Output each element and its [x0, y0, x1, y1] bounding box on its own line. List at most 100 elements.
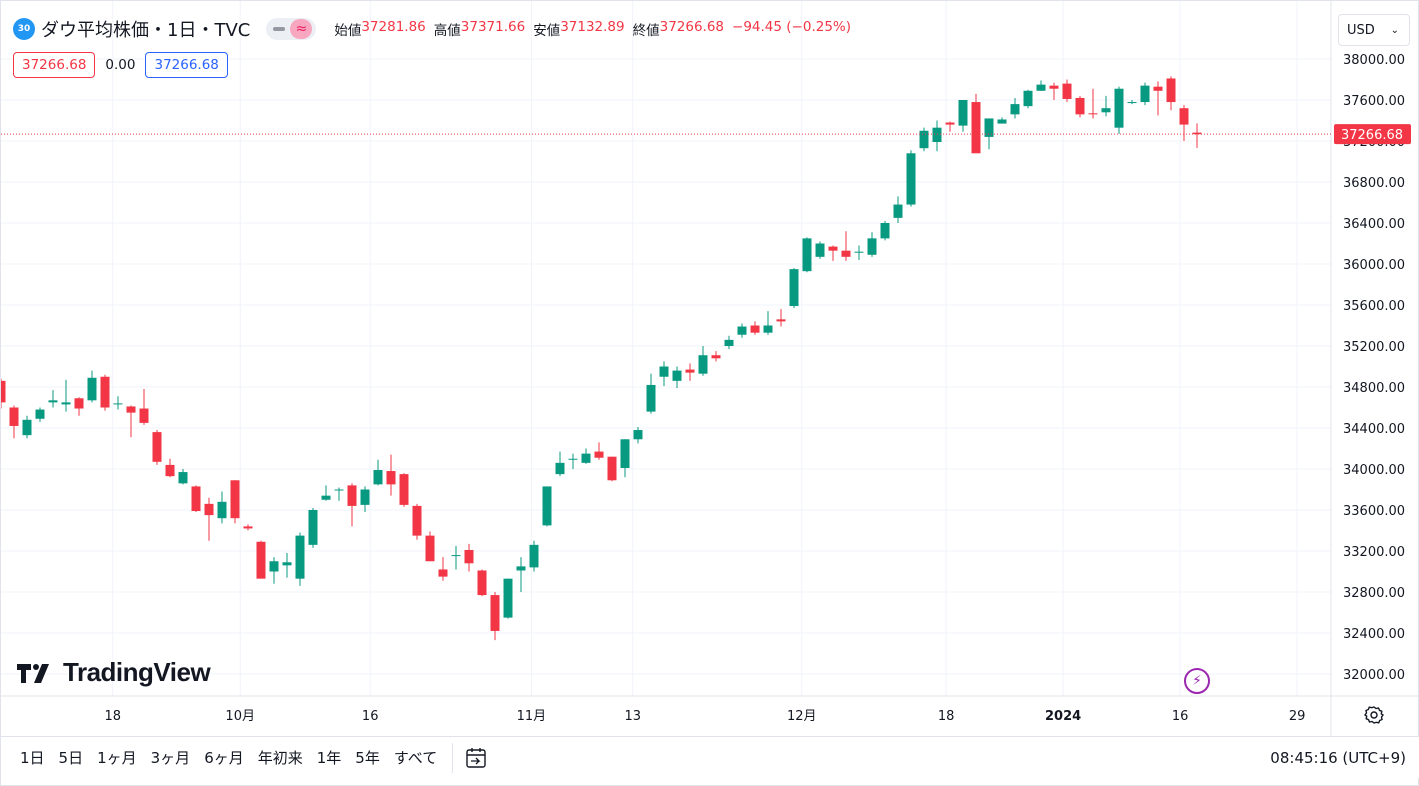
candle-body: [126, 406, 136, 413]
candle-body: [633, 430, 643, 440]
x-tick-label: 12月: [787, 709, 817, 724]
candle-body: [178, 472, 188, 484]
candle-body: [100, 376, 110, 408]
open-value: 37281.86: [361, 19, 426, 35]
candle-body: [230, 480, 240, 519]
candle-body: [945, 122, 955, 125]
y-tick-label: 34800.00: [1343, 381, 1405, 396]
low-label: 安値: [533, 23, 561, 39]
candle-body: [1140, 85, 1150, 103]
close-value: 37266.68: [659, 19, 725, 35]
y-tick-label: 33600.00: [1343, 504, 1405, 519]
candle-body: [1, 380, 6, 403]
chevron-down-icon: ⌄: [1390, 24, 1399, 36]
candle-body: [984, 118, 994, 137]
candle-body: [997, 119, 1007, 124]
candle-body: [581, 453, 591, 463]
range-button-1[interactable]: 5日: [58, 749, 84, 767]
candle-body: [1062, 83, 1072, 99]
open-label: 始値: [334, 23, 362, 39]
candle-body: [763, 325, 773, 333]
candle-body: [516, 566, 526, 571]
time-zone-clock[interactable]: 08:45:16 (UTC+9): [1270, 748, 1406, 767]
candle-body: [932, 127, 942, 143]
tradingview-logo[interactable]: TradingView: [17, 657, 211, 688]
lightning-icon[interactable]: ⚡: [1184, 668, 1210, 694]
candle-body: [321, 495, 331, 500]
candle-body: [971, 102, 981, 154]
x-tick-label: 13: [625, 709, 642, 724]
range-button-8[interactable]: すべて: [393, 749, 438, 767]
candle-body: [48, 400, 58, 403]
y-tick-label: 36800.00: [1343, 176, 1405, 191]
currency-label: USD: [1347, 22, 1375, 38]
candle-body: [191, 486, 201, 512]
candle-body: [204, 503, 214, 516]
last-price-tag: [1334, 124, 1411, 145]
range-button-7[interactable]: 5年: [355, 749, 380, 767]
candle-body: [594, 451, 604, 458]
candle-body: [256, 541, 266, 579]
settings-gear-icon[interactable]: [1362, 703, 1386, 727]
buy-button[interactable]: 37266.68: [145, 52, 228, 78]
x-tick-label: 10月: [225, 709, 255, 724]
candle-body: [867, 238, 877, 255]
candle-body: [425, 535, 435, 562]
candle-body: [711, 355, 721, 359]
candle-body: [958, 100, 968, 126]
indicator-toggle[interactable]: ≈: [266, 18, 317, 40]
y-tick-label: 35600.00: [1343, 299, 1405, 314]
candle-body: [35, 409, 45, 419]
candle-body: [880, 223, 890, 239]
range-button-0[interactable]: 1日: [20, 749, 45, 767]
y-tick-label: 35200.00: [1343, 340, 1405, 355]
candle-body: [334, 489, 344, 491]
chart-canvas[interactable]: 38000.0037600.0037200.0036800.0036400.00…: [1, 1, 1419, 736]
candle-body: [620, 439, 630, 468]
candle-body: [464, 549, 474, 564]
ohlc-values: 始値 37281.86 高値 37371.66 安値 37132.89 終値 3…: [334, 19, 859, 39]
candle-body: [503, 578, 513, 618]
candle-body: [217, 501, 227, 519]
range-button-4[interactable]: 6ヶ月: [204, 749, 244, 767]
minus-icon: [273, 27, 286, 31]
candle-body: [542, 486, 552, 526]
range-button-2[interactable]: 1ヶ月: [97, 749, 137, 767]
dow30-badge-icon[interactable]: 30: [13, 18, 35, 40]
candle-body: [438, 569, 448, 577]
candle-body: [906, 153, 916, 205]
calendar-goto-icon[interactable]: [463, 745, 489, 771]
symbol-title[interactable]: ダウ平均株価・1日・TVC: [41, 20, 251, 41]
candle-body: [1036, 84, 1046, 91]
candle-body: [841, 250, 851, 257]
range-button-5[interactable]: 年初来: [257, 749, 303, 767]
currency-select[interactable]: USD ⌄: [1338, 14, 1410, 46]
candle-body: [555, 462, 565, 475]
range-button-3[interactable]: 3ヶ月: [150, 749, 191, 767]
candle-body: [789, 269, 799, 307]
candle-body: [1127, 102, 1137, 104]
high-label: 高値: [433, 23, 461, 39]
low-value: 37132.89: [560, 19, 625, 35]
candle-body: [529, 544, 539, 568]
candle-body: [893, 204, 903, 218]
candle-body: [737, 326, 747, 335]
candle-body: [1023, 90, 1033, 107]
sell-button[interactable]: 37266.68: [13, 52, 96, 78]
candle-body: [1114, 88, 1124, 128]
candle-body: [802, 238, 812, 272]
candle-body: [646, 384, 656, 412]
x-tick-label: 18: [938, 709, 955, 724]
candle-body: [477, 570, 487, 596]
x-tick-label: 2024: [1045, 709, 1081, 724]
candle-body: [1088, 113, 1098, 115]
candle-body: [113, 403, 123, 405]
spread-value: 0.00: [105, 57, 136, 73]
range-button-6[interactable]: 1年: [316, 749, 342, 767]
candle-body: [750, 325, 760, 333]
x-tick-label: 18: [105, 709, 122, 724]
candle-body: [243, 526, 253, 529]
candle-body: [854, 251, 864, 253]
y-tick-label: 34400.00: [1343, 422, 1405, 437]
